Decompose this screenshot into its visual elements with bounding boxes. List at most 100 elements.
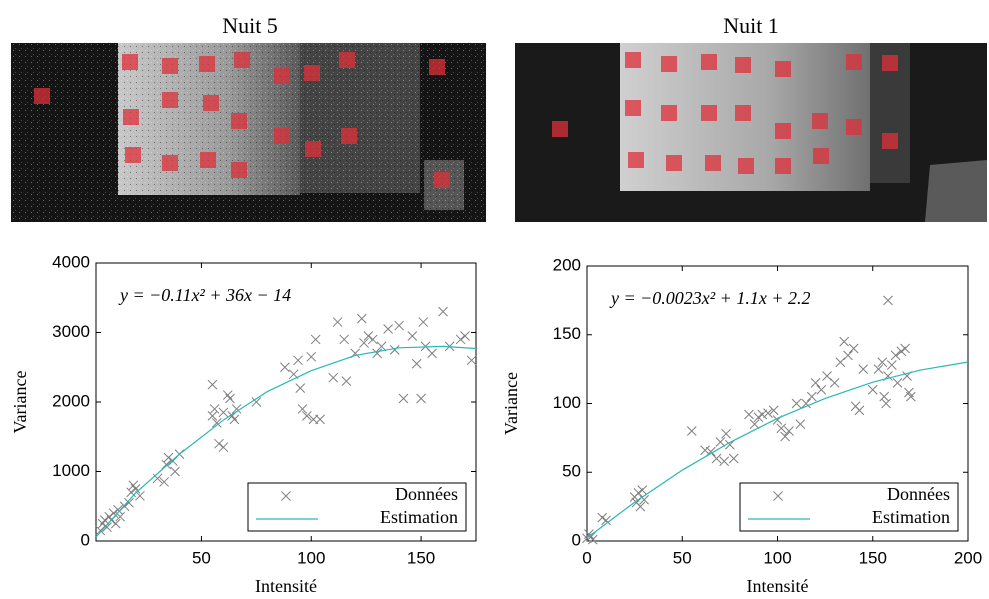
data-point — [601, 515, 611, 526]
data-point — [725, 439, 735, 450]
y-tick-label: 3000 — [52, 322, 90, 341]
data-point — [881, 398, 891, 409]
legend-label: Estimation — [872, 507, 950, 527]
data-point — [389, 345, 400, 355]
data-point — [383, 324, 393, 334]
data-point — [728, 453, 739, 464]
data-point — [839, 336, 850, 347]
data-point — [873, 364, 884, 374]
data-point — [293, 355, 303, 366]
data-point — [686, 426, 697, 436]
data-point — [339, 334, 350, 345]
data-point — [843, 350, 853, 361]
roi-square — [701, 105, 717, 121]
data-point — [306, 351, 317, 362]
x-tick-label: 50 — [673, 548, 692, 567]
data-point — [302, 411, 312, 421]
data-point — [721, 428, 731, 439]
fit-line — [95, 345, 477, 538]
roi-square — [162, 58, 178, 74]
roi-square — [162, 155, 178, 171]
roi-square — [434, 172, 450, 188]
roi-square — [775, 123, 791, 139]
data-point — [207, 379, 218, 390]
data-point — [161, 459, 172, 470]
data-point — [231, 404, 242, 414]
data-point — [466, 355, 477, 366]
roi-square — [846, 119, 862, 135]
data-point — [719, 456, 730, 467]
equation: y = −0.0023x² + 1.1x + 2.2 — [609, 288, 810, 308]
roi-square — [34, 88, 50, 104]
data-point — [749, 419, 760, 429]
legend-marker — [773, 491, 783, 501]
y-axis-label: Variance — [501, 372, 521, 435]
data-point — [363, 331, 374, 341]
data-point — [394, 320, 404, 331]
x-tick-label: 100 — [763, 548, 791, 567]
data-point — [438, 306, 448, 317]
y-tick-label: 100 — [553, 393, 581, 412]
data-point — [879, 391, 890, 402]
roi-square — [738, 158, 754, 174]
data-point — [816, 384, 827, 395]
roi-square — [125, 147, 141, 163]
legend — [247, 482, 467, 532]
data-point — [310, 334, 321, 345]
roi-square — [162, 92, 178, 108]
data-point — [367, 334, 378, 345]
data-point — [905, 391, 916, 402]
data-point — [251, 397, 262, 407]
data-point — [757, 409, 768, 420]
data-point — [229, 414, 240, 425]
roi-square — [775, 158, 791, 174]
data-point — [341, 376, 352, 387]
data-point — [780, 431, 790, 442]
roi-square — [882, 55, 898, 71]
roi-square — [813, 148, 829, 164]
data-point — [207, 411, 218, 421]
data-point — [416, 393, 426, 404]
data-point — [113, 504, 123, 515]
data-point — [411, 358, 422, 369]
legend-label: Estimation — [380, 507, 458, 527]
data-point — [170, 466, 180, 477]
roi-square — [305, 141, 321, 157]
data-point — [585, 532, 596, 542]
data-point — [806, 391, 817, 402]
data-point — [356, 313, 367, 324]
y-tick-label: 2000 — [52, 391, 90, 410]
chart-title: Nuit 1 — [723, 13, 779, 38]
image-right — [515, 43, 987, 222]
roi-square — [735, 105, 751, 121]
data-point — [829, 378, 840, 388]
data-point — [890, 350, 901, 361]
data-point — [110, 518, 121, 529]
data-point — [135, 490, 145, 501]
x-tick-label: 100 — [297, 548, 325, 567]
y-tick-label: 50 — [562, 462, 581, 481]
x-axis-label: Intensité — [255, 576, 317, 596]
data-point — [711, 453, 722, 464]
data-point — [280, 362, 290, 373]
data-point — [218, 407, 229, 418]
roi-square — [705, 155, 721, 171]
roi-square — [304, 65, 320, 81]
data-point — [886, 360, 897, 370]
roi-square — [234, 52, 250, 68]
data-point — [763, 408, 773, 418]
data-point — [211, 417, 222, 428]
roi-square — [429, 59, 445, 75]
roi-square — [552, 121, 568, 137]
roi-square — [628, 152, 644, 168]
y-axis-label: Variance — [10, 371, 30, 434]
roi-square — [274, 128, 290, 144]
roi-square — [701, 54, 717, 70]
data-point — [877, 357, 888, 368]
data-point — [639, 494, 650, 505]
roi-square — [341, 128, 357, 144]
data-point — [854, 405, 865, 416]
legend-marker — [281, 491, 291, 501]
roi-square — [122, 54, 138, 70]
x-tick-label: 200 — [954, 548, 982, 567]
